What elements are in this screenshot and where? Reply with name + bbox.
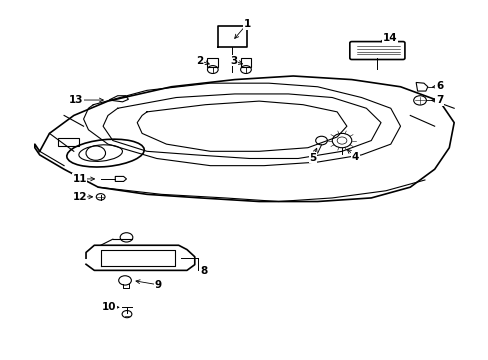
Text: 11: 11 bbox=[72, 174, 87, 184]
Bar bbox=[58, 138, 79, 146]
Text: 1: 1 bbox=[243, 19, 250, 29]
Text: 13: 13 bbox=[69, 95, 83, 105]
Text: 4: 4 bbox=[351, 152, 359, 162]
Text: 6: 6 bbox=[435, 81, 442, 91]
Text: 7: 7 bbox=[435, 95, 442, 105]
Bar bbox=[207, 58, 218, 67]
Bar bbox=[240, 58, 251, 67]
Text: 9: 9 bbox=[154, 280, 161, 290]
Text: 2: 2 bbox=[196, 55, 203, 66]
Text: 12: 12 bbox=[72, 192, 87, 202]
Text: 8: 8 bbox=[200, 266, 207, 276]
Text: 14: 14 bbox=[382, 33, 396, 43]
Text: 3: 3 bbox=[230, 55, 237, 66]
Text: 10: 10 bbox=[102, 302, 116, 312]
Text: 5: 5 bbox=[308, 153, 316, 163]
